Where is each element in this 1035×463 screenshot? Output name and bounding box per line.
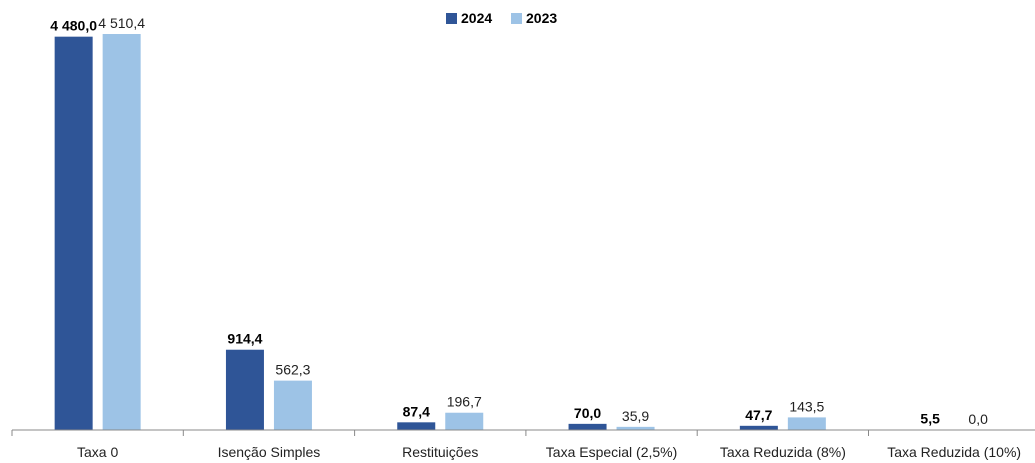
- legend: 2024 2023: [446, 10, 557, 26]
- x-tick-label-cat-1: Taxa 0: [77, 444, 118, 460]
- x-axis-ticks: Taxa 0 Isenção Simples Restituições Taxa Es…: [11, 430, 1021, 460]
- value-label-2024-cat-3: 87,4: [403, 403, 430, 419]
- x-tick-label-cat-6: Taxa Reduzida (10%): [887, 444, 1021, 460]
- value-label-2024-cat-5: 47,7: [745, 407, 772, 423]
- value-label-2024-cat-1: 4 480,0: [50, 18, 97, 34]
- x-tick-label-cat-2: Isenção Simples: [218, 444, 321, 460]
- value-label-2023-cat-4: 35,9: [622, 408, 649, 424]
- bar-2023-cat-5: [787, 417, 826, 430]
- legend-label-2023: 2023: [526, 10, 557, 26]
- value-label-2023-cat-6: 0,0: [968, 411, 988, 427]
- bar-2024-cat-4: [568, 423, 607, 430]
- value-label-2023-cat-2: 562,3: [275, 362, 310, 378]
- value-label-2024-cat-4: 70,0: [574, 405, 601, 421]
- bar-2024-cat-3: [397, 422, 436, 430]
- x-tick-label-cat-3: Restituições: [402, 444, 478, 460]
- x-tick-label-cat-5: Taxa Reduzida (8%): [720, 444, 846, 460]
- bars-group: [54, 34, 950, 430]
- bar-2024-cat-2: [225, 349, 264, 430]
- bar-2023-cat-4: [616, 426, 655, 430]
- value-labels-group: 4 480,0 4 510,4 914,4 562,3 87,4 196,7 70,0 35,…: [50, 15, 988, 427]
- value-label-2024-cat-6: 5,5: [920, 411, 940, 427]
- bar-2023-cat-2: [273, 380, 312, 430]
- bar-2024-cat-5: [739, 425, 778, 430]
- bar-2024-cat-1: [54, 36, 93, 430]
- value-label-2024-cat-2: 914,4: [227, 331, 262, 347]
- legend-swatch-2023: [511, 13, 522, 24]
- bar-2023-cat-3: [445, 412, 484, 430]
- x-tick-label-cat-4: Taxa Especial (2,5%): [546, 444, 678, 460]
- bar-2023-cat-1: [102, 34, 141, 430]
- value-label-2023-cat-5: 143,5: [789, 398, 824, 414]
- value-label-2023-cat-1: 4 510,4: [98, 15, 145, 31]
- value-label-2023-cat-3: 196,7: [447, 394, 482, 410]
- legend-swatch-2024: [446, 13, 457, 24]
- legend-label-2024: 2024: [461, 10, 492, 26]
